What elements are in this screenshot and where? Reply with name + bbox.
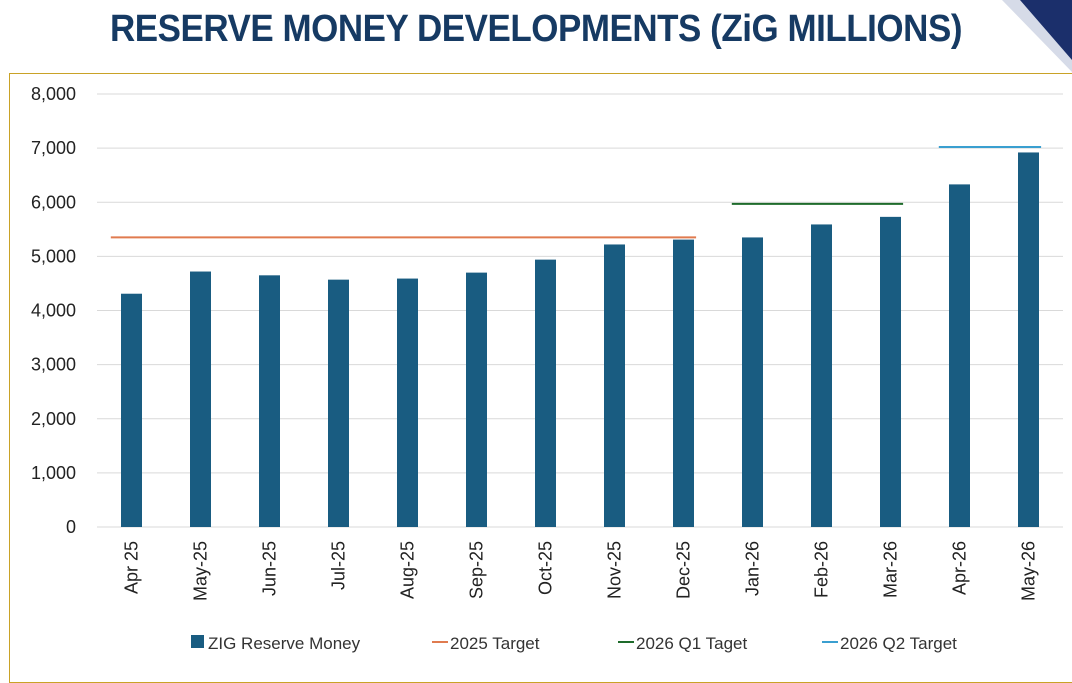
- bar: [328, 279, 349, 527]
- x-tick-label: Feb-26: [812, 541, 832, 598]
- legend-label: 2026 Q2 Target: [840, 634, 957, 653]
- legend-swatch: [191, 635, 204, 648]
- bar: [604, 244, 625, 527]
- bar: [742, 237, 763, 527]
- y-tick-label: 3,000: [31, 355, 76, 375]
- y-tick-label: 5,000: [31, 246, 76, 266]
- bar: [673, 239, 694, 527]
- x-tick-label: Apr-26: [950, 541, 970, 595]
- bar: [535, 259, 556, 527]
- x-tick-label: Oct-25: [536, 541, 556, 595]
- x-tick-label: May-25: [191, 541, 211, 601]
- bar: [949, 184, 970, 528]
- bar: [811, 224, 832, 527]
- bar: [190, 271, 211, 527]
- bar: [121, 293, 142, 527]
- x-tick-label: Jul-25: [329, 541, 349, 590]
- reserve-money-chart: 0 1,000 2,000 3,000 4,000 5,000 6,000 7,000 8,00…: [31, 84, 1063, 653]
- x-tick-label: Jun-25: [260, 541, 280, 596]
- legend-label: 2025 Target: [450, 634, 540, 653]
- y-tick-label: 0: [66, 517, 76, 537]
- x-tick-label: Nov-25: [605, 541, 625, 599]
- bar: [1018, 152, 1039, 527]
- x-tick-label: Aug-25: [398, 541, 418, 599]
- bar: [397, 278, 418, 527]
- bar: [259, 275, 280, 527]
- y-tick-label: 4,000: [31, 301, 76, 321]
- y-tick-label: 1,000: [31, 463, 76, 483]
- x-tick-label: Apr 25: [122, 541, 142, 594]
- y-tick-label: 7,000: [31, 138, 76, 158]
- page-title: RESERVE MONEY DEVELOPMENTS (ZiG MILLIONS…: [109, 8, 963, 50]
- bar: [466, 272, 487, 527]
- corner-decoration: [1002, 0, 1072, 72]
- y-tick-label: 6,000: [31, 192, 76, 212]
- x-tick-label: Mar-26: [881, 541, 901, 598]
- y-tick-label: 8,000: [31, 84, 76, 104]
- bar: [880, 216, 901, 527]
- x-tick-label: Dec-25: [674, 541, 694, 599]
- x-tick-label: Jan-26: [743, 541, 763, 596]
- y-tick-label: 2,000: [31, 409, 76, 429]
- legend-label: ZIG Reserve Money: [208, 634, 361, 653]
- x-tick-label: Sep-25: [467, 541, 487, 599]
- x-tick-label: May-26: [1019, 541, 1039, 601]
- legend-label: 2026 Q1 Taget: [636, 634, 747, 653]
